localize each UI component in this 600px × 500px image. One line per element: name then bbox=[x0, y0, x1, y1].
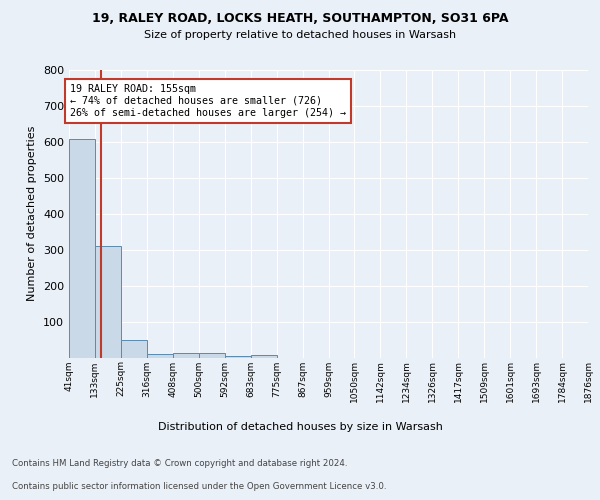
Bar bbox=[225, 356, 251, 358]
Bar bbox=[173, 353, 199, 358]
Text: 19, RALEY ROAD, LOCKS HEATH, SOUTHAMPTON, SO31 6PA: 19, RALEY ROAD, LOCKS HEATH, SOUTHAMPTON… bbox=[92, 12, 508, 26]
Bar bbox=[121, 340, 147, 357]
Bar bbox=[251, 354, 277, 358]
Bar bbox=[95, 246, 121, 358]
Bar bbox=[199, 353, 224, 358]
Text: Contains HM Land Registry data © Crown copyright and database right 2024.: Contains HM Land Registry data © Crown c… bbox=[12, 458, 347, 468]
Bar bbox=[147, 354, 173, 358]
Y-axis label: Number of detached properties: Number of detached properties bbox=[28, 126, 37, 302]
Text: Contains public sector information licensed under the Open Government Licence v3: Contains public sector information licen… bbox=[12, 482, 386, 491]
Bar bbox=[69, 139, 95, 358]
Text: 19 RALEY ROAD: 155sqm
← 74% of detached houses are smaller (726)
26% of semi-det: 19 RALEY ROAD: 155sqm ← 74% of detached … bbox=[70, 84, 346, 117]
Text: Size of property relative to detached houses in Warsash: Size of property relative to detached ho… bbox=[144, 30, 456, 40]
Text: Distribution of detached houses by size in Warsash: Distribution of detached houses by size … bbox=[158, 422, 442, 432]
